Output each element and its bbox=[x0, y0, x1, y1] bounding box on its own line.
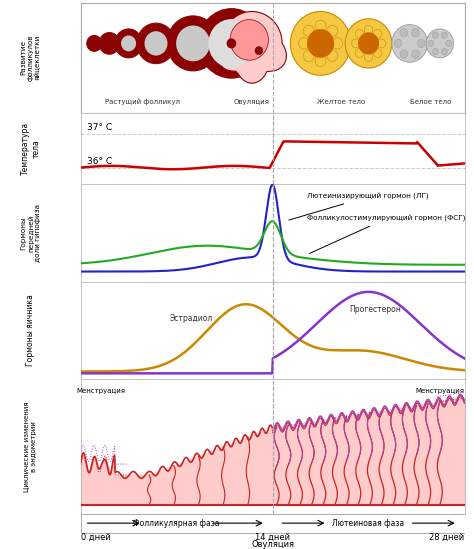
Text: Температура
тела: Температура тела bbox=[21, 122, 40, 175]
Ellipse shape bbox=[303, 50, 314, 61]
Ellipse shape bbox=[91, 40, 98, 47]
Bar bbox=[81, 514, 465, 533]
Ellipse shape bbox=[176, 25, 210, 61]
Ellipse shape bbox=[199, 9, 264, 78]
Text: Циклические изменения
в эндометрии: Циклические изменения в эндометрии bbox=[24, 401, 37, 492]
Ellipse shape bbox=[352, 39, 360, 48]
Ellipse shape bbox=[428, 40, 434, 47]
Ellipse shape bbox=[255, 46, 263, 55]
Ellipse shape bbox=[209, 19, 255, 68]
Ellipse shape bbox=[228, 39, 236, 48]
Ellipse shape bbox=[327, 50, 337, 61]
Text: Белое тело: Белое тело bbox=[410, 99, 451, 105]
Ellipse shape bbox=[392, 25, 428, 62]
Text: Гормоны яичника: Гормоны яичника bbox=[26, 294, 35, 366]
Ellipse shape bbox=[291, 12, 351, 75]
Ellipse shape bbox=[121, 36, 136, 52]
Ellipse shape bbox=[356, 30, 364, 38]
Text: Овуляция: Овуляция bbox=[251, 540, 294, 549]
Text: Фолликулярная фаза: Фолликулярная фаза bbox=[133, 519, 220, 528]
Ellipse shape bbox=[374, 30, 382, 38]
Text: Овуляция: Овуляция bbox=[234, 99, 270, 105]
Text: 14 дней: 14 дней bbox=[255, 533, 290, 542]
Ellipse shape bbox=[374, 48, 382, 58]
Ellipse shape bbox=[411, 50, 419, 58]
Ellipse shape bbox=[115, 29, 142, 58]
Text: Эстрадиол: Эстрадиол bbox=[170, 315, 213, 323]
Ellipse shape bbox=[87, 36, 102, 52]
Ellipse shape bbox=[315, 55, 326, 66]
Text: Растущий фолликул: Растущий фолликул bbox=[105, 98, 180, 105]
Ellipse shape bbox=[446, 40, 452, 47]
Ellipse shape bbox=[400, 50, 408, 58]
Ellipse shape bbox=[377, 39, 385, 48]
Text: 37° C: 37° C bbox=[87, 124, 112, 132]
Ellipse shape bbox=[365, 25, 373, 34]
Ellipse shape bbox=[99, 32, 119, 54]
Text: 36° C: 36° C bbox=[87, 158, 112, 166]
Text: 0 дней: 0 дней bbox=[81, 533, 110, 542]
Ellipse shape bbox=[307, 29, 334, 58]
Ellipse shape bbox=[137, 23, 175, 64]
Text: Лютеиновая фаза: Лютеиновая фаза bbox=[332, 519, 405, 528]
Ellipse shape bbox=[400, 29, 408, 37]
Ellipse shape bbox=[394, 40, 402, 48]
Ellipse shape bbox=[365, 53, 373, 61]
Text: Менструация: Менструация bbox=[77, 388, 126, 394]
Text: Фолликулостимулирующий гормон (ФСГ): Фолликулостимулирующий гормон (ФСГ) bbox=[307, 215, 465, 254]
Text: Лютеинизирующий гормон (ЛГ): Лютеинизирующий гормон (ЛГ) bbox=[289, 193, 428, 220]
Ellipse shape bbox=[345, 19, 392, 68]
Ellipse shape bbox=[432, 32, 438, 38]
Ellipse shape bbox=[417, 40, 425, 48]
Ellipse shape bbox=[426, 29, 454, 58]
Ellipse shape bbox=[303, 25, 314, 37]
Ellipse shape bbox=[145, 31, 167, 55]
Text: Прогестерон: Прогестерон bbox=[349, 305, 401, 314]
Ellipse shape bbox=[356, 48, 364, 58]
Text: Гормоны
передней
доли гипофиза: Гормоны передней доли гипофиза bbox=[20, 204, 41, 262]
Ellipse shape bbox=[104, 38, 115, 49]
Text: Менструация: Менструация bbox=[415, 388, 465, 394]
Text: 28 дней: 28 дней bbox=[429, 533, 465, 542]
Ellipse shape bbox=[167, 16, 219, 71]
Ellipse shape bbox=[432, 48, 438, 55]
Ellipse shape bbox=[327, 25, 337, 37]
Ellipse shape bbox=[230, 20, 268, 60]
Ellipse shape bbox=[441, 48, 447, 55]
Ellipse shape bbox=[332, 38, 343, 49]
Ellipse shape bbox=[411, 29, 419, 37]
Ellipse shape bbox=[315, 20, 326, 32]
Ellipse shape bbox=[358, 32, 379, 54]
Text: Развитие
фолликулов
яйцеклетки: Развитие фолликулов яйцеклетки bbox=[20, 35, 41, 81]
Polygon shape bbox=[218, 12, 286, 83]
Ellipse shape bbox=[299, 38, 310, 49]
Text: Желтое тело: Желтое тело bbox=[317, 99, 365, 105]
Ellipse shape bbox=[441, 32, 447, 38]
